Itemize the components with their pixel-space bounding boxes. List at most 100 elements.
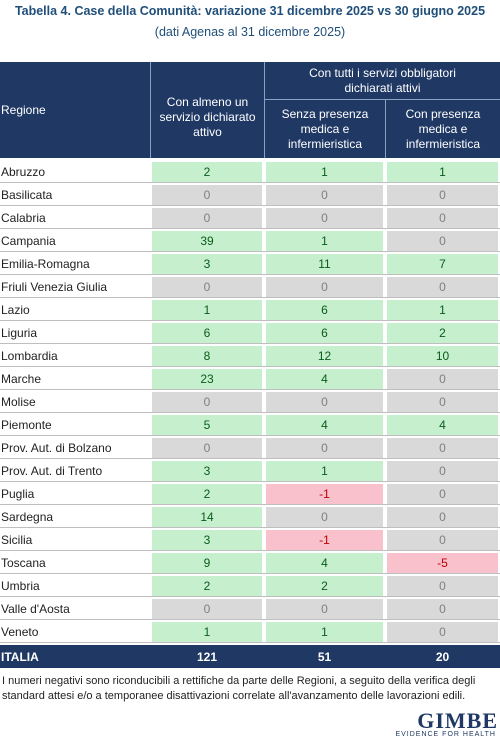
value-cell: 4 xyxy=(266,369,383,389)
row-separator xyxy=(0,320,500,321)
region-label: Lombardia xyxy=(1,348,58,363)
row-separator xyxy=(0,297,500,298)
value-cell: 0 xyxy=(387,484,498,504)
value-cell: 6 xyxy=(266,300,383,320)
value-cell: -5 xyxy=(387,553,498,573)
column-header: Senza presenza medica e infermieristica xyxy=(264,100,385,158)
total-cell: 20 xyxy=(435,649,450,664)
value-cell: 39 xyxy=(152,231,262,251)
value-cell: 0 xyxy=(152,277,262,297)
value-cell: 3 xyxy=(152,254,262,274)
row-separator xyxy=(0,182,500,183)
value-cell: 0 xyxy=(387,231,498,251)
value-cell: 14 xyxy=(152,507,262,527)
region-label: Calabria xyxy=(1,210,46,225)
region-label: Piemonte xyxy=(1,417,52,432)
value-cell: 7 xyxy=(387,254,498,274)
region-label: Sardegna xyxy=(1,509,54,524)
row-separator xyxy=(0,366,500,367)
value-cell: 1 xyxy=(266,622,383,642)
value-cell: 2 xyxy=(266,576,383,596)
logo: GIMBE xyxy=(417,708,498,733)
logo-tagline: EVIDENCE FOR HEALTH xyxy=(395,731,496,738)
total-label: ITALIA xyxy=(1,649,39,664)
region-label: Liguria xyxy=(1,325,38,340)
value-cell: 5 xyxy=(152,415,262,435)
value-cell: 9 xyxy=(152,553,262,573)
value-cell: 1 xyxy=(266,231,383,251)
row-separator xyxy=(0,527,500,528)
region-label: Lazio xyxy=(1,302,30,317)
row-separator xyxy=(0,596,500,597)
value-cell: 0 xyxy=(152,599,262,619)
value-cell: 1 xyxy=(387,300,498,320)
row-separator xyxy=(0,228,500,229)
region-label: Prov. Aut. di Bolzano xyxy=(1,440,112,455)
row-separator xyxy=(0,481,500,482)
value-cell: 0 xyxy=(266,599,383,619)
row-separator xyxy=(0,205,500,206)
row-separator xyxy=(0,251,500,252)
value-cell: 0 xyxy=(266,208,383,228)
value-cell: 0 xyxy=(152,208,262,228)
value-cell: 4 xyxy=(387,415,498,435)
value-cell: 0 xyxy=(387,599,498,619)
value-cell: 0 xyxy=(387,392,498,412)
value-cell: -1 xyxy=(266,484,383,504)
value-cell: 0 xyxy=(387,530,498,550)
column-header: Con presenza medica e infermieristica xyxy=(385,100,500,158)
value-cell: 4 xyxy=(266,553,383,573)
region-label: Molise xyxy=(1,394,36,409)
value-cell: 8 xyxy=(152,346,262,366)
value-cell: 0 xyxy=(152,185,262,205)
value-cell: 4 xyxy=(266,415,383,435)
value-cell: 0 xyxy=(387,369,498,389)
value-cell: 10 xyxy=(387,346,498,366)
region-label: Marche xyxy=(1,371,42,386)
value-cell: 0 xyxy=(266,277,383,297)
value-cell: 11 xyxy=(266,254,383,274)
row-separator xyxy=(0,642,500,643)
row-separator xyxy=(0,550,500,551)
region-label: Valle d'Aosta xyxy=(1,601,70,616)
group-header: Con tutti i servizi obbligatori dichiara… xyxy=(264,62,500,100)
value-cell: 1 xyxy=(152,300,262,320)
row-separator xyxy=(0,458,500,459)
region-label: Puglia xyxy=(1,486,35,501)
value-cell: 1 xyxy=(152,622,262,642)
value-cell: 0 xyxy=(387,185,498,205)
value-cell: 2 xyxy=(152,162,262,182)
total-cell: 121 xyxy=(196,649,218,664)
value-cell: 0 xyxy=(152,438,262,458)
value-cell: 23 xyxy=(152,369,262,389)
row-separator xyxy=(0,435,500,436)
region-label: Campania xyxy=(1,233,56,248)
value-cell: 0 xyxy=(387,208,498,228)
value-cell: 6 xyxy=(266,323,383,343)
row-separator xyxy=(0,343,500,344)
row-separator xyxy=(0,389,500,390)
value-cell: 0 xyxy=(266,392,383,412)
footnote: I numeri negativi sono riconducibili a r… xyxy=(2,675,476,702)
region-label: Abruzzo xyxy=(1,164,46,179)
row-separator xyxy=(0,412,500,413)
value-cell: 0 xyxy=(387,622,498,642)
value-cell: 0 xyxy=(387,277,498,297)
row-separator xyxy=(0,504,500,505)
region-label: Sicilia xyxy=(1,532,33,547)
value-cell: 6 xyxy=(152,323,262,343)
row-separator xyxy=(0,573,500,574)
value-cell: 12 xyxy=(266,346,383,366)
value-cell: 0 xyxy=(266,185,383,205)
value-cell: 0 xyxy=(387,438,498,458)
value-cell: 2 xyxy=(152,576,262,596)
region-label: Umbria xyxy=(1,578,40,593)
value-cell: 3 xyxy=(152,461,262,481)
column-header: Regione xyxy=(1,102,46,117)
table-header xyxy=(0,62,500,158)
total-cell: 51 xyxy=(317,649,332,664)
total-row xyxy=(0,645,500,668)
value-cell: 0 xyxy=(387,507,498,527)
region-label: Friuli Venezia Giulia xyxy=(1,279,108,294)
